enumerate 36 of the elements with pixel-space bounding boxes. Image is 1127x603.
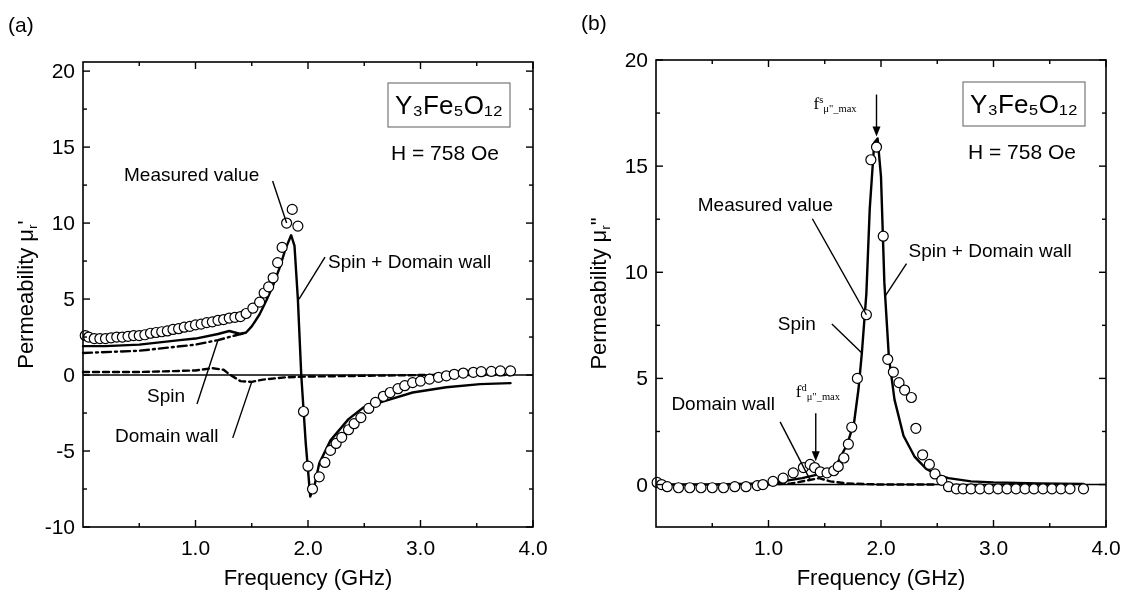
annotation: Measured value [124, 164, 260, 186]
x-tick-label: 2.0 [866, 536, 896, 559]
x-axis-title: Frequency (GHz) [223, 565, 393, 590]
y-tick-label: 10 [51, 211, 75, 235]
chart-title: (b) [581, 11, 607, 34]
x-tick-label: 3.0 [405, 536, 436, 559]
y-tick-label: 5 [636, 366, 648, 390]
y-tick-label: 20 [624, 48, 648, 71]
annotation: H = 758 Oe [391, 141, 499, 164]
annotation: Spin [146, 385, 186, 407]
annotation: H = 758 Oe [968, 140, 1076, 163]
x-tick-label: 3.0 [978, 536, 1009, 559]
annotation: Spin + Domain wall [328, 251, 492, 273]
annotation: Y₃Fe₅O₁₂ [970, 89, 1078, 119]
x-axis-title: Frequency (GHz) [796, 565, 966, 590]
x-tick-label: 4.0 [1091, 536, 1121, 559]
y-tick-label: 15 [624, 154, 648, 178]
annotation: Spin + Domain wall [908, 239, 1072, 261]
chart-title: (a) [8, 13, 34, 36]
x-tick-label: 1.0 [753, 536, 784, 559]
x-tick-label: 2.0 [293, 536, 323, 559]
annotation: Spin [777, 312, 816, 334]
y-tick-label: -10 [44, 515, 75, 538]
y-tick-label: 5 [63, 287, 75, 311]
annotation: Domain wall [115, 424, 219, 446]
annotation: Domain wall [671, 392, 775, 414]
y-tick-label: 0 [636, 472, 648, 496]
x-tick-label: 4.0 [518, 536, 548, 559]
y-tick-label: 10 [624, 260, 648, 284]
y-tick-label: -5 [56, 439, 75, 463]
x-tick-label: 1.0 [180, 536, 211, 559]
y-tick-label: 0 [63, 363, 75, 387]
y-tick-label: 20 [51, 59, 75, 83]
y-tick-label: 15 [51, 135, 75, 159]
annotation: Measured value [697, 193, 833, 215]
annotation: Y₃Fe₅O₁₂ [395, 90, 503, 120]
